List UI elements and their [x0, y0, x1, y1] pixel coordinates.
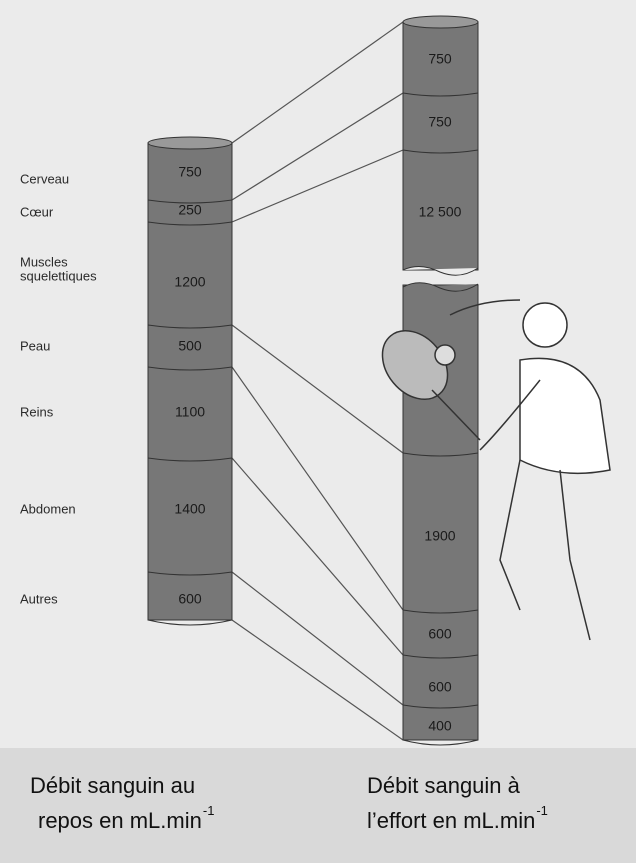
rest-value: 1100 — [175, 404, 205, 420]
rest-value: 750 — [178, 164, 202, 180]
effort-value: 400 — [428, 718, 452, 734]
organ-label: Autres — [20, 591, 58, 606]
rest-value: 600 — [178, 591, 202, 607]
rest-value: 500 — [178, 338, 202, 354]
organ-label: Cerveau — [20, 171, 69, 186]
effort-value: 12 500 — [419, 204, 462, 220]
organ-label: squelettiques — [20, 268, 97, 283]
organ-label: Peau — [20, 338, 50, 353]
caption-line: Débit sanguin au — [30, 773, 195, 798]
effort-value: 1900 — [424, 528, 455, 544]
effort-value: 750 — [428, 114, 452, 130]
rest-value: 1200 — [174, 274, 205, 290]
rest-cylinder-top — [148, 137, 232, 149]
organ-label: Cœur — [20, 204, 54, 219]
rest-value: 250 — [178, 202, 202, 218]
effort-value: 750 — [428, 51, 452, 67]
caption-superscript: -1 — [203, 803, 215, 818]
rest-value: 1400 — [174, 501, 205, 517]
caption-line: Débit sanguin à — [367, 773, 521, 798]
effort-value: 600 — [428, 679, 452, 695]
effort-cylinder-top — [403, 16, 478, 28]
caption-superscript: -1 — [536, 803, 548, 818]
diagram: 750 Cerveau 250 Cœur 1200 Musclessquelettique… — [0, 0, 636, 863]
caption-line: repos en mL.min — [38, 808, 202, 833]
organ-label: Reins — [20, 404, 54, 419]
caption-line: l’effort en mL.min — [367, 808, 535, 833]
effort-value: 600 — [428, 626, 452, 642]
organ-label: Abdomen — [20, 501, 76, 516]
organ-label: Muscles — [20, 254, 68, 269]
